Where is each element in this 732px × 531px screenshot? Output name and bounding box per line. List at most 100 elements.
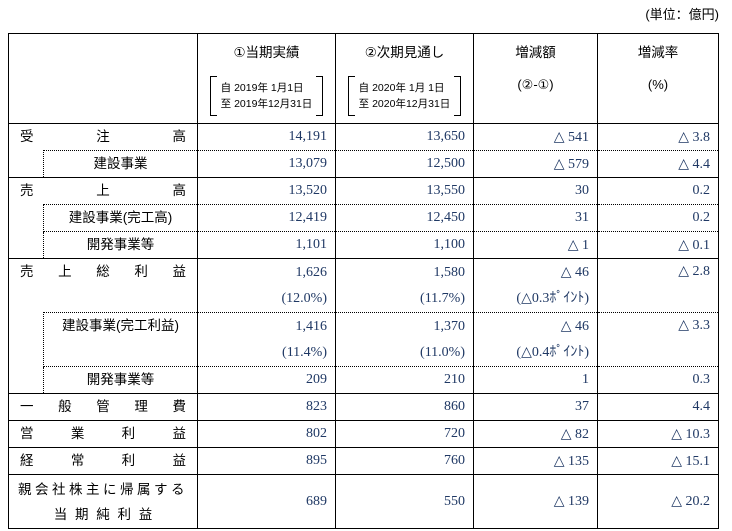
forecast-amount: 1,580 (433, 264, 466, 280)
current-margin-pct: (11.4%) (282, 344, 327, 360)
current-value: 689 (197, 474, 336, 529)
forecast-period-to: 至 2020年12月31日 (358, 98, 451, 110)
change-value: △ 46 (△0.4ﾎﾟｲﾝﾄ) (473, 312, 598, 367)
change-point-note: (△0.3ﾎﾟｲﾝﾄ) (516, 290, 589, 306)
forecast-value: 13,650 (335, 123, 474, 151)
rate-value: 0.3 (597, 366, 719, 394)
row-label: 受 注 高 (20, 129, 186, 144)
row-label-line2: 当 期 純 利 益 (53, 506, 153, 522)
row-label: 建設事業 (93, 156, 148, 171)
row-label-cell: 売 上 高 (8, 177, 198, 205)
current-value: 209 (197, 366, 336, 394)
indent-strip (9, 313, 44, 367)
forecast-period-range: 自 2020年 1月 1日 至 2020年12月31日 (347, 76, 462, 116)
table-row: 営 業 利 益 802 720 △ 82 △ 10.3 (8, 420, 719, 448)
row-label: 売 上 高 (20, 183, 186, 198)
table-row: 受 注 高 14,191 13,650 △ 541 △ 3.8 (8, 123, 719, 151)
current-period-range: 自 2019年 1月1日 至 2019年12月31日 (209, 76, 324, 116)
current-margin-pct: (12.0%) (281, 290, 328, 306)
rate-value: 0.2 (597, 177, 719, 205)
forecast-value: 760 (335, 447, 474, 475)
rate-value: 0.2 (597, 204, 719, 232)
change-value: △ 1 (473, 231, 598, 259)
table-row: 建設事業(完工利益) 1,416 (11.4%) 1,370 (11.0%) △… (9, 312, 719, 367)
row-label-line1: 親会社株主に帰属する (18, 481, 188, 497)
unit-note: (単位：億円) (645, 7, 719, 22)
change-amount: △ 46 (560, 264, 589, 280)
forecast-value: 1,100 (335, 231, 474, 259)
table-row: 建設事業(完工高) 12,419 12,450 31 0.2 (9, 204, 719, 232)
rate-amount: △ 3.3 (678, 318, 710, 333)
row-label-cell: 営 業 利 益 (8, 420, 198, 448)
current-value: 895 (197, 447, 336, 475)
header-forecast-title: ②次期見通し (364, 45, 445, 60)
rate-value: △ 10.3 (597, 420, 719, 448)
header-change-formula: (②-①) (517, 77, 554, 92)
table-row: 親会社株主に帰属する 当 期 純 利 益 689 550 △ 139 △ 20.… (8, 474, 719, 529)
current-value: 823 (197, 393, 336, 421)
current-value: 1,626 (12.0%) (197, 258, 336, 313)
change-value: 1 (473, 366, 598, 394)
table-row: 建設事業 13,079 12,500 △ 579 △ 4.4 (9, 150, 719, 178)
header-rate-unit: (%) (647, 77, 669, 92)
rate-value: 4.4 (597, 393, 719, 421)
forecast-value: 12,500 (335, 150, 474, 178)
row-label-cell: 建設事業 (43, 150, 198, 178)
header-current-period: ①当期実績 自 2019年 1月1日 至 2019年12月31日 (197, 33, 336, 124)
indent-strip (9, 232, 44, 259)
row-label-cell: 経 常 利 益 (8, 447, 198, 475)
current-amount: 1,626 (295, 264, 328, 280)
forecast-value: 210 (335, 366, 474, 394)
table-row: 一 般 管 理 費 823 860 37 4.4 (8, 393, 719, 421)
current-value: 13,079 (197, 150, 336, 178)
header-change-rate: 増減率 (%) (597, 33, 719, 124)
rate-value: △ 3.3 (597, 312, 719, 367)
forecast-margin-pct: (11.7%) (420, 290, 465, 306)
rate-value: △ 3.8 (597, 123, 719, 151)
header-forecast-period: ②次期見通し 自 2020年 1月 1日 至 2020年12月31日 (335, 33, 474, 124)
row-label-cell: 建設事業(完工高) (43, 204, 198, 232)
change-value: △ 579 (473, 150, 598, 178)
header-change-title: 増減額 (515, 45, 556, 60)
row-label: 一 般 管 理 費 (20, 399, 186, 414)
row-label: 経 常 利 益 (20, 453, 186, 468)
row-label-cell: 建設事業(完工利益) (43, 312, 198, 367)
row-label: 開発事業等 (86, 237, 155, 252)
header-change-amount: 増減額 (②-①) (473, 33, 598, 124)
row-label: 建設事業(完工高) (68, 210, 173, 225)
current-period-to: 至 2019年12月31日 (220, 98, 313, 110)
rate-amount: △ 2.8 (678, 264, 710, 279)
header-current-title: ①当期実績 (233, 45, 300, 60)
current-value: 802 (197, 420, 336, 448)
row-label: 開発事業等 (86, 372, 155, 387)
table-row: 経 常 利 益 895 760 △ 135 △ 15.1 (8, 447, 719, 475)
forecast-period-from: 自 2020年 1月 1日 (358, 82, 445, 94)
current-amount: 1,416 (295, 318, 328, 334)
table-row: 売 上 高 13,520 13,550 30 0.2 (8, 177, 719, 205)
change-value: △ 82 (473, 420, 598, 448)
current-value: 12,419 (197, 204, 336, 232)
indent-strip (9, 205, 44, 232)
rate-value: △ 20.2 (597, 474, 719, 529)
change-value: 30 (473, 177, 598, 205)
row-label-cell: 売 上 総 利 益 (8, 258, 198, 313)
financial-results-table: ①当期実績 自 2019年 1月1日 至 2019年12月31日 ②次期見通し … (8, 33, 719, 529)
row-label-cell: 開発事業等 (43, 231, 198, 259)
current-value: 1,101 (197, 231, 336, 259)
header-item-blank (8, 33, 198, 124)
current-value: 13,520 (197, 177, 336, 205)
forecast-value: 860 (335, 393, 474, 421)
change-value: 37 (473, 393, 598, 421)
table-header-row: ①当期実績 自 2019年 1月1日 至 2019年12月31日 ②次期見通し … (8, 33, 719, 124)
current-value: 14,191 (197, 123, 336, 151)
header-rate-title: 増減率 (637, 45, 679, 60)
rate-value: △ 2.8 (597, 258, 719, 313)
change-amount: △ 46 (560, 318, 589, 334)
table-row: 開発事業等 209 210 1 0.3 (9, 366, 719, 394)
change-value: 31 (473, 204, 598, 232)
row-label: 営 業 利 益 (20, 426, 186, 441)
indent-strip (9, 367, 44, 394)
rate-value: △ 0.1 (597, 231, 719, 259)
current-value: 1,416 (11.4%) (197, 312, 336, 367)
